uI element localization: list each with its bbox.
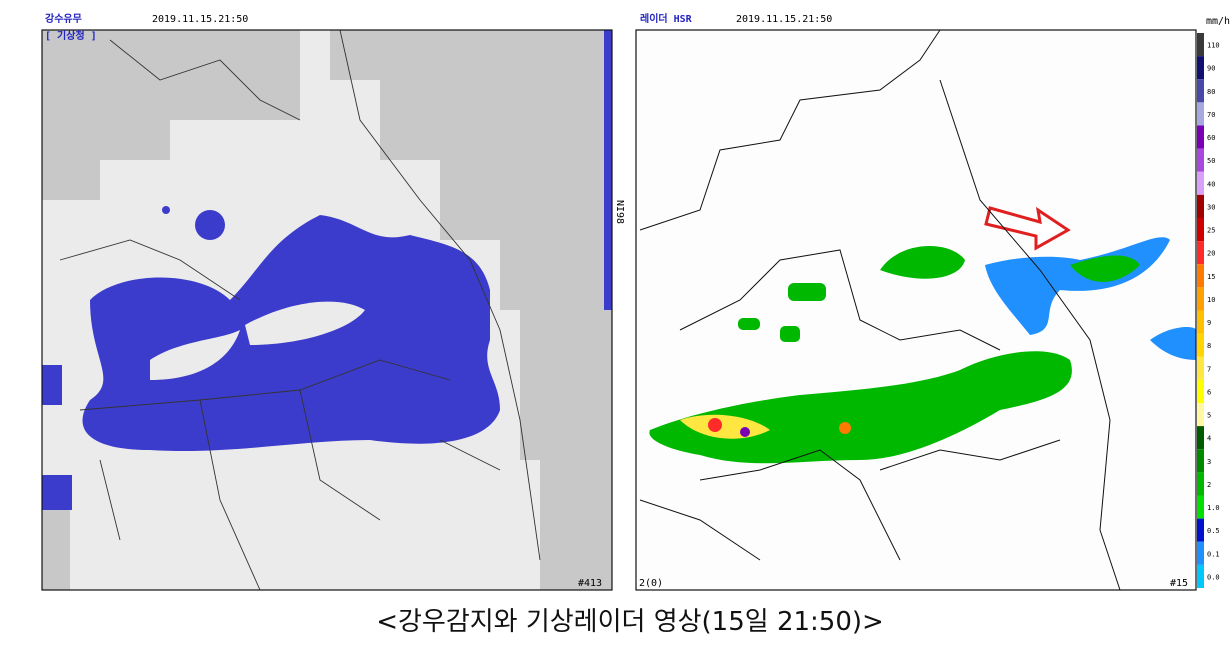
legend-swatch <box>1197 333 1204 357</box>
boundary-lines <box>639 29 1121 591</box>
legend-swatch <box>1197 310 1204 334</box>
legend-swatch <box>1197 449 1204 473</box>
legend-label: 8 <box>1207 342 1211 350</box>
caption: <강우감지와 기상레이더 영상(15일 21:50)> <box>376 607 884 637</box>
legend-swatch <box>1197 102 1204 126</box>
legend-swatch <box>1197 79 1204 103</box>
legend-swatch <box>1197 194 1204 218</box>
legend-label: 80 <box>1207 88 1215 96</box>
dry-area <box>245 301 365 345</box>
map-border <box>41 29 613 591</box>
echo-area <box>740 427 750 437</box>
panel-title: 강수유무 <box>45 12 82 25</box>
legend: 110 90 80 70 60 50 40 30 25 20 15 10 9 8 7 6 5 4 3 2 1.0 0.5 0… <box>1197 33 1220 588</box>
legend-swatch <box>1197 171 1204 195</box>
legend-label: 10 <box>1207 296 1215 304</box>
map-border <box>635 29 1197 591</box>
echo-area <box>1150 327 1196 360</box>
legend-swatch <box>1197 564 1204 588</box>
echo-area <box>780 326 800 342</box>
legend-swatch <box>1197 241 1204 265</box>
echo-area <box>839 422 851 434</box>
source-label: [ 기상청 ] <box>45 29 97 42</box>
legend-swatch <box>1197 541 1204 565</box>
legend-swatch <box>1197 495 1204 519</box>
legend-label: 6 <box>1207 388 1211 396</box>
legend-swatch <box>1197 518 1204 542</box>
legend-label: 15 <box>1207 273 1215 281</box>
rain-area <box>42 365 62 405</box>
legend-swatch <box>1197 356 1204 380</box>
legend-label: 1.0 <box>1207 504 1220 512</box>
corner-label: 2(0) <box>639 578 663 589</box>
dry-area <box>150 330 240 380</box>
legend-swatch <box>1197 125 1204 149</box>
legend-label: 70 <box>1207 111 1215 119</box>
footer-label: #413 <box>578 578 602 589</box>
legend-swatch <box>1197 218 1204 242</box>
echo-area <box>738 318 760 330</box>
legend-label: 20 <box>1207 250 1215 258</box>
right-map <box>635 29 1197 591</box>
legend-label: 3 <box>1207 458 1211 466</box>
legend-label: 7 <box>1207 365 1211 373</box>
legend-unit: mm/h <box>1206 16 1230 27</box>
no-data-area <box>42 30 300 200</box>
legend-label: 5 <box>1207 412 1211 420</box>
legend-label: 0.5 <box>1207 527 1220 535</box>
legend-swatch <box>1197 264 1204 288</box>
arrow <box>984 206 1071 251</box>
boundary-lines <box>59 29 541 591</box>
legend-label: 30 <box>1207 203 1215 211</box>
side-bar <box>604 30 612 310</box>
legend-swatch <box>1197 148 1204 172</box>
rain-area <box>162 206 170 214</box>
legend-label: 110 <box>1207 42 1220 50</box>
legend-label: 2 <box>1207 481 1211 489</box>
no-data-area <box>330 30 612 310</box>
side-label: NI98 <box>614 200 625 224</box>
timestamp: 2019.11.15.21:50 <box>736 14 832 25</box>
legend-swatch <box>1197 287 1204 311</box>
legend-swatch <box>1197 56 1204 80</box>
legend-swatch <box>1197 379 1204 403</box>
legend-label: 25 <box>1207 227 1215 235</box>
echo-area <box>880 246 965 279</box>
legend-label: 60 <box>1207 134 1215 142</box>
echo-area <box>1070 255 1140 282</box>
legend-swatch <box>1197 403 1204 427</box>
legend-label: 0.0 <box>1207 573 1220 581</box>
panel-title: 레이더 HSR <box>640 12 693 25</box>
no-data-area <box>520 310 612 590</box>
echo-area <box>788 283 826 301</box>
left-map <box>41 29 613 591</box>
footer-label: #15 <box>1170 578 1188 589</box>
echo-area <box>708 418 722 432</box>
rain-area <box>42 475 72 510</box>
legend-swatch <box>1197 33 1204 57</box>
legend-label: 9 <box>1207 319 1211 327</box>
legend-label: 4 <box>1207 435 1211 443</box>
legend-label: 0.1 <box>1207 550 1220 558</box>
legend-label: 50 <box>1207 157 1215 165</box>
legend-label: 40 <box>1207 180 1215 188</box>
rain-area <box>195 210 225 240</box>
timestamp: 2019.11.15.21:50 <box>152 14 248 25</box>
legend-swatch <box>1197 472 1204 496</box>
legend-label: 90 <box>1207 65 1215 73</box>
legend-swatch <box>1197 426 1204 450</box>
